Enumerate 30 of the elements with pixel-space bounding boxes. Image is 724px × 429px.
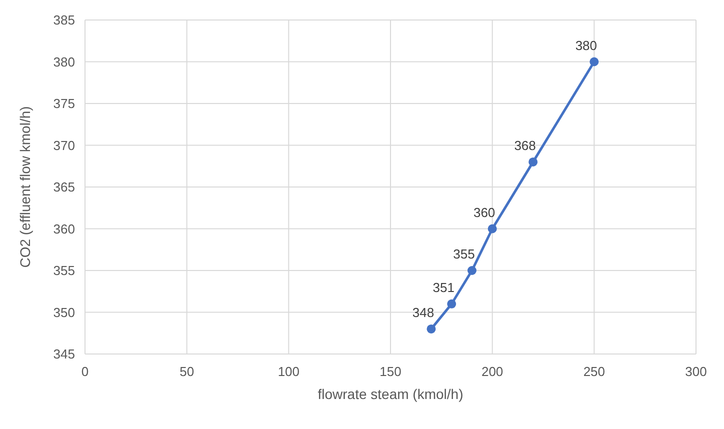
point (528, 157, 538, 166)
y-tick-label: 355 (53, 263, 75, 278)
y-tick-label: 375 (53, 96, 75, 111)
x-tick-label: 0 (81, 364, 89, 379)
data-label: 360 (473, 204, 496, 220)
y-axis-title: CO2 (effluent flow kmol/h) (17, 106, 33, 268)
x-tick-label: 200 (481, 364, 504, 379)
y-tick-label: 345 (53, 346, 75, 362)
x-axis-title: flowrate steam (kmol/h) (318, 386, 464, 402)
point (467, 266, 476, 275)
x-tick-label: 250 (583, 364, 606, 379)
data-label: 355 (453, 246, 475, 262)
x-tick-label: 100 (278, 364, 300, 379)
data-label: 380 (575, 38, 598, 53)
y-tick-label: 380 (53, 54, 75, 70)
point (488, 224, 497, 234)
data-label: 348 (412, 304, 434, 320)
x-tick-label: 50 (180, 364, 194, 379)
x-tick-label: 150 (380, 364, 402, 379)
y-tick-label: 350 (53, 304, 75, 320)
x-tick-label: 300 (685, 364, 707, 379)
point (447, 299, 456, 308)
y-tick-label: 370 (53, 138, 75, 153)
point (590, 57, 599, 66)
data-label: 351 (432, 280, 454, 295)
data-label: 368 (514, 138, 536, 153)
y-tick-label: 365 (53, 180, 75, 194)
point (426, 324, 436, 334)
y-tick-label: 360 (53, 221, 75, 236)
y-tick-label: 385 (53, 12, 75, 28)
